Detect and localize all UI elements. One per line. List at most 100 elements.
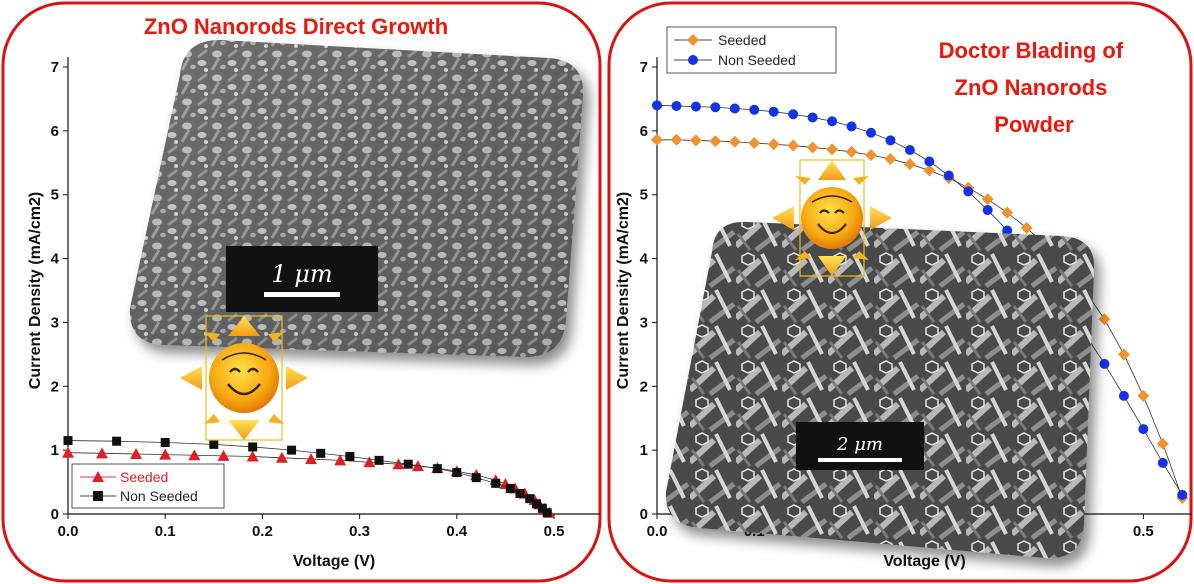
right-legend-box: [666, 26, 837, 74]
right-panel-frame: [607, 1, 1193, 583]
x-tick-label: 0.0: [647, 523, 668, 540]
data-point-diamond: [728, 135, 741, 148]
data-point-triangle: [334, 454, 347, 466]
data-point-circle: [1118, 390, 1129, 401]
x-axis-title: Voltage (V): [293, 553, 375, 570]
y-tick-label: 6: [640, 123, 648, 140]
data-point-diamond: [865, 149, 877, 162]
x-tick-label: 0.4: [446, 523, 468, 540]
left-legend-seeded: Seeded: [120, 469, 168, 485]
data-point-diamond: [709, 135, 722, 148]
y-tick-label: 0: [51, 506, 59, 523]
data-point-square: [345, 452, 355, 462]
data-point-triangle: [96, 447, 109, 459]
series-line-0: [657, 139, 1183, 499]
series-line-1: [656, 104, 1183, 496]
data-point-square: [160, 437, 170, 447]
data-point-circle: [1177, 489, 1188, 500]
data-point-diamond: [981, 193, 994, 206]
data-point-diamond: [670, 133, 683, 146]
data-point-diamond: [689, 134, 702, 147]
left-panel-frame: [1, 1, 602, 583]
right-sun-icon: [772, 159, 892, 277]
data-point-square: [374, 455, 384, 465]
data-point-diamond: [1098, 313, 1111, 326]
data-point-square: [209, 439, 219, 449]
data-point-triangle: [305, 453, 317, 465]
left-scalebar-box: [226, 246, 378, 312]
right-legend-seeded: Seeded: [718, 32, 766, 48]
data-point-triangle: [275, 451, 288, 463]
left-scalebar-label: 1 μm: [271, 260, 332, 288]
right-sem-image: [665, 221, 1095, 559]
data-point-square: [63, 436, 73, 446]
data-point-circle: [652, 100, 662, 111]
data-point-triangle: [363, 456, 376, 468]
data-point-triangle: [217, 449, 230, 461]
data-point-diamond: [923, 164, 936, 177]
x-axis-title: Voltage (V): [883, 553, 965, 570]
y-tick-label: 2: [51, 378, 59, 395]
data-point-diamond: [884, 152, 897, 165]
data-point-circle: [827, 116, 838, 127]
data-point-circle: [846, 121, 857, 132]
y-tick-label: 1: [640, 442, 648, 459]
left-sun-icon: [180, 315, 308, 441]
y-tick-label: 4: [640, 251, 649, 268]
data-point-triangle: [62, 446, 74, 458]
data-point-circle: [982, 205, 993, 216]
right-legend-nonseeded: Non Seeded: [718, 52, 796, 68]
data-point-circle: [1099, 358, 1110, 369]
data-point-circle: [904, 145, 915, 156]
data-point-circle: [749, 104, 760, 115]
x-tick-label: 0.1: [155, 523, 176, 540]
data-point-diamond: [651, 133, 663, 146]
y-tick-label: 0: [640, 506, 648, 523]
data-point-square: [491, 478, 501, 488]
y-tick-label: 7: [51, 59, 59, 76]
data-point-diamond: [1117, 348, 1130, 361]
legend-marker-triangle: [92, 471, 104, 482]
left-legend: Seeded Non Seeded: [71, 463, 225, 509]
y-axis-title: Current Density (mA/cm2): [615, 192, 632, 389]
data-point-square: [248, 442, 258, 452]
x-tick-label: 0.2: [252, 523, 273, 540]
right-title-line-2: ZnO Nanorods: [955, 75, 1108, 100]
data-point-square: [403, 459, 413, 469]
data-point-diamond: [903, 158, 916, 171]
legend-marker-circle: [688, 55, 698, 65]
data-point-diamond: [787, 139, 800, 152]
legend-marker-square: [93, 491, 103, 501]
y-tick-label: 3: [51, 314, 59, 331]
data-point-circle: [710, 102, 721, 113]
data-point-circle: [924, 156, 935, 167]
data-point-diamond: [767, 138, 780, 151]
data-point-square: [542, 508, 552, 518]
data-point-square: [505, 483, 515, 493]
data-point-diamond: [1001, 206, 1014, 219]
right-scalebar-label: 2 μm: [836, 434, 883, 455]
y-tick-label: 5: [640, 187, 648, 204]
data-point-square: [452, 467, 462, 477]
data-point-circle: [671, 100, 682, 111]
data-point-diamond: [1137, 389, 1150, 402]
left-chart: 0 1 2 3 4 5 6 7 0.0 0.1 0.2 0.3 0.4 0.5 Voltage (V) Cur…: [27, 57, 600, 570]
y-tick-label: 1: [51, 442, 59, 459]
data-point-circle: [788, 109, 799, 120]
data-point-triangle: [246, 450, 259, 462]
y-tick-label: 7: [640, 59, 648, 76]
data-point-diamond: [1020, 221, 1033, 234]
x-tick-label: 0.5: [1133, 523, 1154, 540]
y-axis-title: Current Density (mA/cm2): [27, 192, 44, 389]
data-point-circle: [690, 101, 701, 112]
data-point-circle: [866, 127, 876, 138]
data-point-square: [537, 503, 547, 513]
y-tick-label: 3: [640, 314, 648, 331]
data-point-circle: [1138, 424, 1149, 435]
data-point-circle: [768, 106, 779, 117]
data-point-diamond: [845, 145, 858, 158]
data-point-diamond: [1156, 437, 1169, 450]
y-tick-label: 2: [640, 378, 648, 395]
y-tick-label: 4: [51, 251, 60, 268]
